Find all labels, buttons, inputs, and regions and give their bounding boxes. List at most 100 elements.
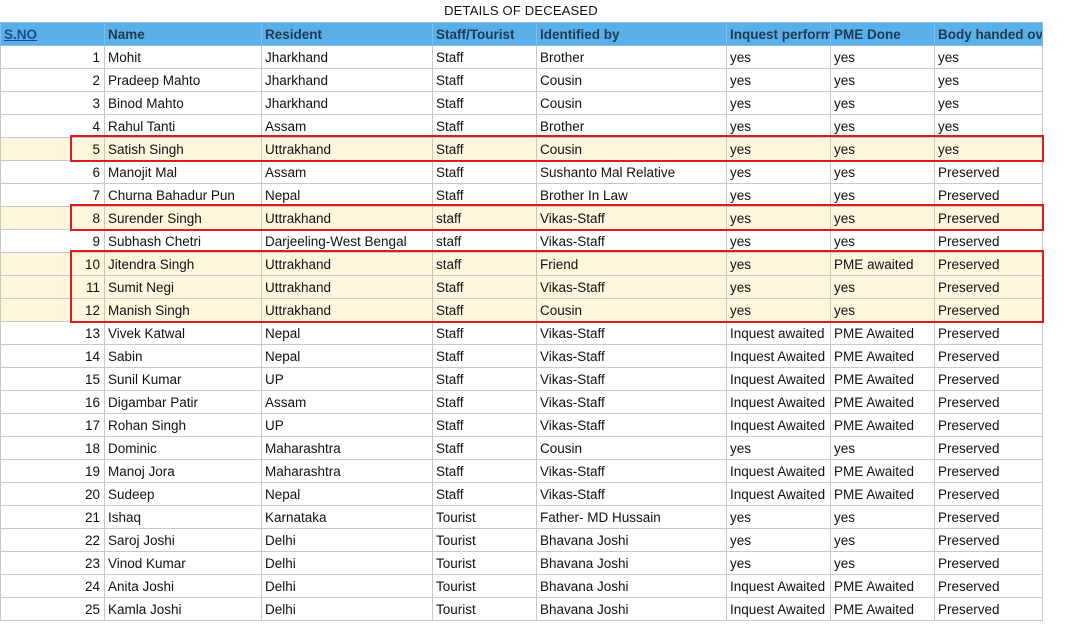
cell-pme[interactable]: yes <box>830 275 935 299</box>
cell-identified-by[interactable]: Bhavana Joshi <box>536 528 727 552</box>
cell-resident[interactable]: Maharashtra <box>261 436 433 460</box>
cell-pme[interactable]: PME Awaited <box>830 459 935 483</box>
cell-type[interactable]: Tourist <box>432 574 537 598</box>
cell-identified-by[interactable]: Sushanto Mal Relative <box>536 160 727 184</box>
cell-inquest[interactable]: yes <box>726 91 831 115</box>
cell-inquest[interactable]: yes <box>726 275 831 299</box>
cell-resident[interactable]: Delhi <box>261 551 433 575</box>
cell-sno[interactable]: 18 <box>0 436 105 460</box>
cell-resident[interactable]: UP <box>261 413 433 437</box>
cell-inquest[interactable]: yes <box>726 45 831 69</box>
cell-inquest[interactable]: yes <box>726 298 831 322</box>
cell-inquest[interactable]: yes <box>726 252 831 276</box>
cell-inquest[interactable]: Inquest Awaited <box>726 390 831 414</box>
cell-pme[interactable]: yes <box>830 183 935 207</box>
cell-name[interactable]: Vivek Katwal <box>104 321 262 345</box>
cell-identified-by[interactable]: Vikas-Staff <box>536 459 727 483</box>
cell-inquest[interactable]: yes <box>726 68 831 92</box>
cell-pme[interactable]: PME Awaited <box>830 597 935 621</box>
cell-identified-by[interactable]: Vikas-Staff <box>536 367 727 391</box>
cell-identified-by[interactable]: Cousin <box>536 298 727 322</box>
cell-type[interactable]: Staff <box>432 321 537 345</box>
cell-handed-over[interactable]: Preserved <box>934 436 1043 460</box>
cell-resident[interactable]: Darjeeling-West Bengal <box>261 229 433 253</box>
cell-handed-over[interactable]: Preserved <box>934 183 1043 207</box>
cell-resident[interactable]: Assam <box>261 390 433 414</box>
cell-handed-over[interactable]: Preserved <box>934 275 1043 299</box>
cell-type[interactable]: Staff <box>432 436 537 460</box>
cell-resident[interactable]: Delhi <box>261 574 433 598</box>
cell-handed-over[interactable]: Preserved <box>934 298 1043 322</box>
column-header-resident[interactable]: Resident <box>261 22 433 46</box>
cell-sno[interactable]: 6 <box>0 160 105 184</box>
cell-sno[interactable]: 3 <box>0 91 105 115</box>
cell-inquest[interactable]: yes <box>726 436 831 460</box>
cell-inquest[interactable]: yes <box>726 183 831 207</box>
cell-pme[interactable]: PME Awaited <box>830 574 935 598</box>
cell-handed-over[interactable]: Preserved <box>934 344 1043 368</box>
cell-inquest[interactable]: Inquest Awaited <box>726 482 831 506</box>
cell-name[interactable]: Sunil Kumar <box>104 367 262 391</box>
cell-type[interactable]: Staff <box>432 298 537 322</box>
cell-name[interactable]: Manojit Mal <box>104 160 262 184</box>
cell-pme[interactable]: yes <box>830 114 935 138</box>
cell-pme[interactable]: PME awaited <box>830 252 935 276</box>
column-header-pme[interactable]: PME Done <box>830 22 935 46</box>
cell-name[interactable]: Manish Singh <box>104 298 262 322</box>
cell-pme[interactable]: yes <box>830 91 935 115</box>
cell-identified-by[interactable]: Cousin <box>536 68 727 92</box>
cell-resident[interactable]: Delhi <box>261 528 433 552</box>
cell-pme[interactable]: yes <box>830 436 935 460</box>
cell-sno[interactable]: 23 <box>0 551 105 575</box>
cell-resident[interactable]: Jharkhand <box>261 91 433 115</box>
cell-identified-by[interactable]: Bhavana Joshi <box>536 597 727 621</box>
cell-inquest[interactable]: Inquest Awaited <box>726 367 831 391</box>
cell-identified-by[interactable]: Brother <box>536 45 727 69</box>
cell-type[interactable]: Staff <box>432 137 537 161</box>
column-header-handed-over[interactable]: Body handed over <box>934 22 1043 46</box>
column-header-name[interactable]: Name <box>104 22 262 46</box>
cell-type[interactable]: Staff <box>432 91 537 115</box>
cell-handed-over[interactable]: Preserved <box>934 252 1043 276</box>
cell-type[interactable]: staff <box>432 206 537 230</box>
column-header-identified-by[interactable]: Identified by <box>536 22 727 46</box>
cell-resident[interactable]: Assam <box>261 114 433 138</box>
cell-identified-by[interactable]: Vikas-Staff <box>536 344 727 368</box>
cell-name[interactable]: Pradeep Mahto <box>104 68 262 92</box>
cell-resident[interactable]: Delhi <box>261 597 433 621</box>
cell-type[interactable]: staff <box>432 252 537 276</box>
cell-resident[interactable]: Uttrakhand <box>261 137 433 161</box>
cell-identified-by[interactable]: Cousin <box>536 436 727 460</box>
cell-inquest[interactable]: Inquest Awaited <box>726 597 831 621</box>
cell-identified-by[interactable]: Friend <box>536 252 727 276</box>
cell-name[interactable]: Surender Singh <box>104 206 262 230</box>
cell-type[interactable]: Staff <box>432 344 537 368</box>
cell-resident[interactable]: Uttrakhand <box>261 252 433 276</box>
cell-handed-over[interactable]: yes <box>934 114 1043 138</box>
cell-identified-by[interactable]: Cousin <box>536 137 727 161</box>
cell-resident[interactable]: Nepal <box>261 183 433 207</box>
column-header-inquest[interactable]: Inquest perform <box>726 22 831 46</box>
cell-sno[interactable]: 8 <box>0 206 105 230</box>
cell-sno[interactable]: 13 <box>0 321 105 345</box>
cell-inquest[interactable]: Inquest Awaited <box>726 459 831 483</box>
cell-sno[interactable]: 21 <box>0 505 105 529</box>
cell-pme[interactable]: PME Awaited <box>830 344 935 368</box>
cell-type[interactable]: Staff <box>432 45 537 69</box>
cell-resident[interactable]: Nepal <box>261 321 433 345</box>
cell-resident[interactable]: Assam <box>261 160 433 184</box>
cell-handed-over[interactable]: yes <box>934 137 1043 161</box>
cell-sno[interactable]: 17 <box>0 413 105 437</box>
cell-type[interactable]: Staff <box>432 413 537 437</box>
cell-sno[interactable]: 20 <box>0 482 105 506</box>
cell-pme[interactable]: yes <box>830 298 935 322</box>
cell-inquest[interactable]: yes <box>726 528 831 552</box>
cell-handed-over[interactable]: Preserved <box>934 528 1043 552</box>
cell-identified-by[interactable]: Brother <box>536 114 727 138</box>
cell-name[interactable]: Sumit Negi <box>104 275 262 299</box>
cell-name[interactable]: Binod Mahto <box>104 91 262 115</box>
cell-identified-by[interactable]: Bhavana Joshi <box>536 574 727 598</box>
column-header-sno[interactable]: S.NO <box>0 22 105 46</box>
cell-handed-over[interactable]: Preserved <box>934 574 1043 598</box>
cell-identified-by[interactable]: Vikas-Staff <box>536 321 727 345</box>
